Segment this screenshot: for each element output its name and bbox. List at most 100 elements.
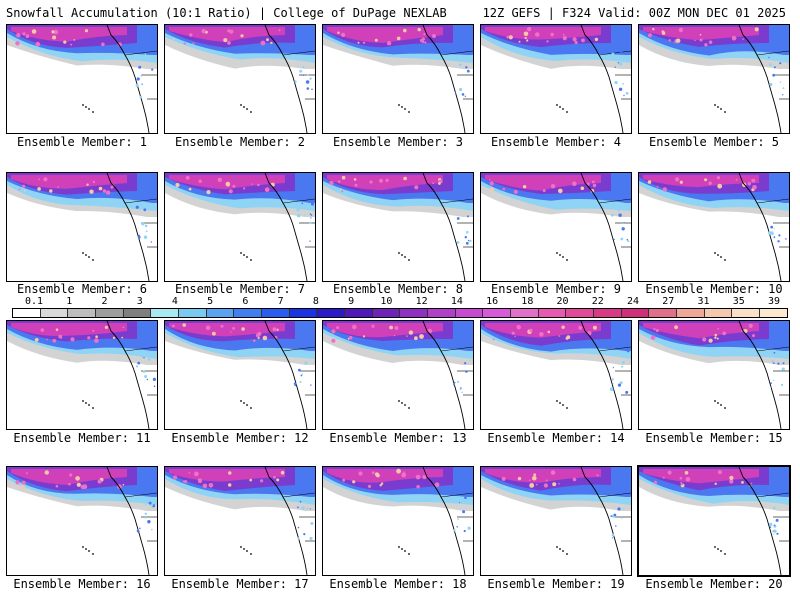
island	[408, 553, 410, 555]
inland-snow	[136, 77, 140, 81]
ensemble-member-panel[interactable]	[164, 172, 316, 282]
snow-maximum	[680, 483, 683, 486]
border-line	[598, 198, 631, 204]
inland-snow	[150, 503, 154, 507]
inland-snow	[467, 239, 470, 242]
inland-snow	[153, 385, 156, 387]
snow-maximum	[653, 328, 656, 331]
snow-maximum	[280, 470, 285, 475]
legend-swatch	[566, 309, 595, 317]
inland-snow	[297, 526, 300, 529]
ensemble-member-panel[interactable]	[164, 24, 316, 134]
border-line	[598, 492, 631, 498]
coastline	[106, 173, 150, 281]
island	[556, 546, 558, 548]
snow-maximum	[396, 36, 401, 41]
inland-snow	[614, 66, 616, 68]
ensemble-member-panel[interactable]	[6, 24, 158, 134]
island	[724, 259, 726, 261]
snow-maximum	[58, 334, 63, 339]
ensemble-member-panel[interactable]	[480, 466, 632, 576]
ensemble-member-panel[interactable]	[164, 466, 316, 576]
snow-maximum	[676, 180, 678, 182]
inland-snow	[306, 507, 309, 510]
snow-maximum	[228, 483, 232, 487]
legend-swatch	[179, 309, 207, 317]
border-line	[598, 50, 631, 56]
inland-snow	[293, 382, 297, 386]
snow-maximum	[92, 329, 95, 332]
island	[82, 546, 84, 548]
ensemble-member-panel[interactable]	[480, 320, 632, 430]
snow-maximum	[492, 338, 495, 341]
snow-maximum	[183, 42, 186, 45]
snow-maximum	[57, 186, 59, 188]
legend-swatch	[234, 309, 263, 317]
ensemble-member-label: Ensemble Member: 16	[13, 577, 151, 591]
legend-tick-label: 9	[348, 296, 355, 307]
island	[556, 252, 558, 254]
border-line	[124, 346, 157, 352]
ensemble-member-panel[interactable]	[164, 320, 316, 430]
ensemble-member-panel[interactable]	[322, 172, 474, 282]
coastline	[738, 173, 782, 281]
inland-snow	[150, 241, 152, 243]
ensemble-member-panel[interactable]	[6, 466, 158, 576]
inland-snow	[459, 87, 463, 92]
inland-snow	[145, 504, 147, 506]
snowfall-map	[165, 173, 315, 281]
snow-maximum	[714, 333, 718, 337]
legend-tick-label: 0.1	[24, 296, 44, 307]
snow-maximum	[647, 180, 652, 184]
snow-maximum	[432, 34, 436, 38]
snow-maximum	[232, 327, 235, 330]
ensemble-member-panel[interactable]	[480, 172, 632, 282]
ensemble-member-label: Ensemble Member: 6	[16, 282, 148, 296]
legend-swatch	[428, 309, 456, 317]
snow-maximum	[748, 323, 753, 328]
ensemble-member-panel[interactable]	[6, 172, 158, 282]
island	[85, 548, 87, 550]
inland-snow	[298, 368, 301, 372]
ensemble-member-panel[interactable]	[637, 465, 791, 577]
ensemble-member-panel[interactable]	[638, 24, 790, 134]
snow-maximum	[545, 479, 548, 482]
inland-snow	[310, 202, 315, 206]
ensemble-member-panel[interactable]	[322, 466, 474, 576]
snow-maximum	[201, 29, 206, 34]
snow-maximum	[89, 189, 94, 194]
coastline	[264, 467, 308, 575]
inland-snow	[137, 235, 141, 239]
ensemble-member-panel[interactable]	[638, 320, 790, 430]
coastline	[264, 321, 308, 429]
island	[408, 111, 410, 113]
inland-snow	[772, 73, 776, 77]
snow-maximum	[228, 189, 233, 194]
ensemble-member-panel[interactable]	[480, 24, 632, 134]
ensemble-member-panel[interactable]	[638, 172, 790, 282]
inland-snow	[310, 356, 312, 358]
ensemble-member-panel[interactable]	[322, 320, 474, 430]
snow-maximum	[415, 474, 421, 480]
snow-maximum	[546, 40, 549, 43]
inland-snow	[468, 498, 471, 502]
snow-maximum	[240, 34, 244, 38]
coastline	[738, 321, 782, 429]
island	[566, 111, 568, 113]
inland-snow	[296, 213, 301, 218]
island	[556, 104, 558, 106]
legend-tick-label: 1	[66, 296, 73, 307]
snow-maximum	[394, 326, 399, 330]
ensemble-member-panel[interactable]	[6, 320, 158, 430]
ensemble-member-label: Ensemble Member: 2	[174, 135, 306, 149]
snow-maximum	[270, 41, 273, 45]
ensemble-member-panel[interactable]	[322, 24, 474, 134]
coastline	[264, 173, 308, 281]
snow-maximum	[352, 480, 356, 484]
inland-snow	[301, 506, 305, 510]
island	[398, 546, 400, 548]
inland-snow	[465, 241, 469, 245]
extreme-snow-area	[643, 469, 759, 484]
inland-snow	[778, 234, 781, 237]
inland-snow	[309, 221, 312, 224]
